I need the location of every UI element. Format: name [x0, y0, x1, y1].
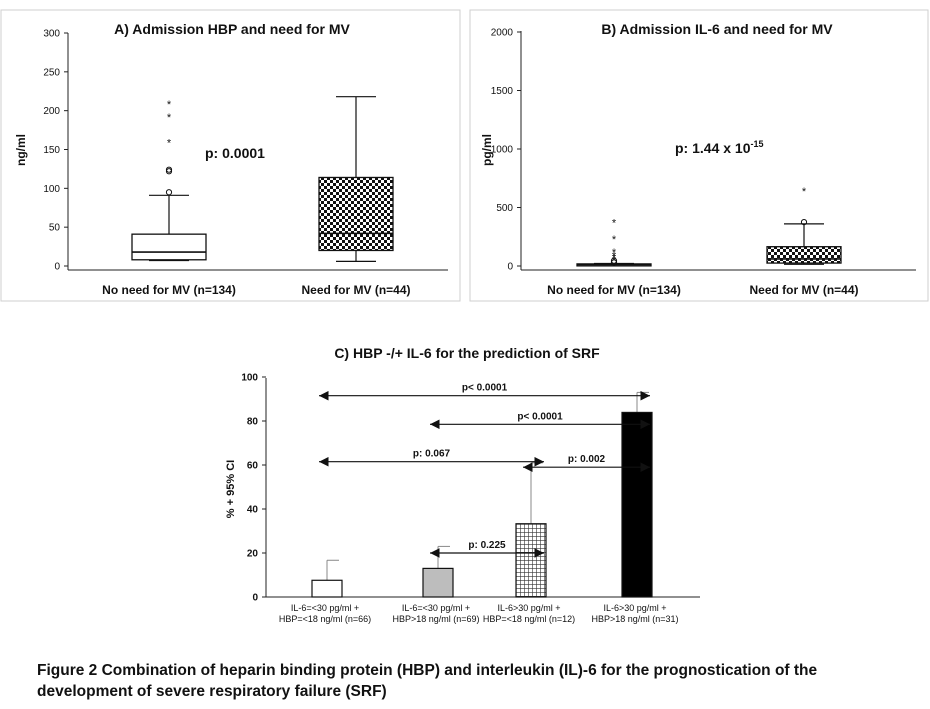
- bar-group-1: [311, 559, 343, 598]
- outlier-extreme: *: [167, 112, 172, 124]
- y-tick-label: 80: [247, 417, 259, 428]
- comparison: p< 0.0001: [430, 411, 650, 430]
- box-iqr: [131, 233, 207, 261]
- box-1: ******: [576, 218, 652, 267]
- y-tick-label: 1500: [491, 86, 514, 97]
- panel-a-chart: A) Admission HBP and need for MV ng/ml p…: [14, 21, 448, 297]
- panel-b-chart: B) Admission IL-6 and need for MV pg/ml …: [480, 21, 916, 297]
- box-2: *: [766, 186, 842, 265]
- y-tick-label: 40: [247, 505, 259, 516]
- y-tick-label: 60: [247, 461, 259, 472]
- y-tick-label: 150: [43, 145, 60, 156]
- comparison-p-value: p< 0.0001: [517, 411, 563, 422]
- bar-group-4: [621, 391, 653, 598]
- panel-b-title: B) Admission IL-6 and need for MV: [601, 21, 833, 37]
- bar: [621, 411, 653, 598]
- outlier-point: [165, 189, 173, 196]
- outlier-extreme: *: [612, 247, 617, 259]
- y-tick-label: 2000: [491, 28, 514, 39]
- x-category-label: No need for MV (n=134): [547, 283, 681, 297]
- panel-c-chart: C) HBP -/+ IL-6 for the prediction of SR…: [225, 345, 700, 624]
- panel-b-y-label: pg/ml: [480, 134, 494, 166]
- comparison: p: 0.002: [523, 454, 650, 473]
- outlier-point: [165, 166, 173, 173]
- x-category-label: Need for MV (n=44): [749, 283, 858, 297]
- outlier-extreme: *: [167, 99, 172, 111]
- outlier-extreme: *: [612, 253, 617, 265]
- outlier-extreme: *: [802, 186, 807, 198]
- x-category-label: No need for MV (n=134): [102, 283, 236, 297]
- bar-group-2: [422, 545, 454, 598]
- y-tick-label: 50: [49, 223, 61, 234]
- panel-b-p-value-exponent: -15: [751, 139, 764, 149]
- comparison-p-value: p: 0.067: [413, 449, 451, 460]
- y-tick-label: 300: [43, 29, 60, 40]
- panel-c-title: C) HBP -/+ IL-6 for the prediction of SR…: [334, 345, 600, 361]
- y-tick-label: 0: [252, 593, 258, 604]
- comparison: p: 0.067: [319, 449, 544, 467]
- comparison: p: 0.225: [430, 540, 544, 558]
- outlier-extreme: *: [612, 250, 617, 262]
- y-tick-label: 100: [241, 373, 258, 384]
- y-tick-label: 1000: [491, 145, 514, 156]
- y-tick-label: 20: [247, 549, 259, 560]
- outlier-point: [610, 259, 618, 266]
- outlier-point: [610, 257, 618, 264]
- box-iqr: [318, 176, 394, 252]
- y-tick-label: 200: [43, 106, 60, 117]
- x-category-label: HBP>18 ng/ml (n=69): [392, 614, 479, 624]
- bar-group-3: [515, 462, 547, 598]
- x-category-label: IL-6=<30 pg/ml +: [402, 603, 470, 613]
- outlier-extreme: *: [612, 218, 617, 230]
- box-2: [318, 96, 394, 262]
- y-tick-label: 0: [54, 262, 60, 273]
- panel-b-frame: [469, 9, 929, 302]
- x-category-label: IL-6>30 pg/ml +: [603, 603, 666, 613]
- y-tick-label: 500: [496, 203, 513, 214]
- y-tick-label: 100: [43, 184, 60, 195]
- x-category-label: HBP=<18 ng/ml (n=66): [279, 614, 371, 624]
- panel-c-y-label: % + 95% CI: [225, 460, 237, 518]
- comparison-p-value: p< 0.0001: [462, 383, 508, 394]
- panel-a-p-value: p: 0.0001: [205, 145, 265, 161]
- comparison-p-value: p: 0.002: [568, 454, 606, 465]
- panel-a-frame: [0, 9, 461, 302]
- box-1: ***: [131, 99, 207, 262]
- y-tick-label: 250: [43, 67, 60, 78]
- comparison: p< 0.0001: [319, 383, 650, 401]
- panel-b-p-value-base: p: 1.44 x 10: [675, 140, 751, 156]
- panel-b-p-value: p: 1.44 x 10-15: [675, 139, 764, 156]
- y-tick-label: 0: [507, 262, 513, 273]
- box-iqr: [766, 246, 842, 264]
- outlier-extreme: *: [612, 234, 617, 246]
- x-category-label: IL-6=<30 pg/ml +: [291, 603, 359, 613]
- x-category-label: Need for MV (n=44): [301, 283, 410, 297]
- bar: [515, 523, 547, 598]
- outlier-extreme: *: [612, 255, 617, 267]
- bar: [311, 579, 343, 598]
- bar: [422, 567, 454, 598]
- x-category-label: IL-6>30 pg/ml +: [497, 603, 560, 613]
- outlier-point: [800, 219, 808, 226]
- x-category-label: HBP=<18 ng/ml (n=12): [483, 614, 575, 624]
- panel-a-y-label: ng/ml: [14, 134, 28, 166]
- comparison-p-value: p: 0.225: [468, 540, 506, 551]
- outlier-extreme: *: [167, 138, 172, 150]
- x-category-label: HBP>18 ng/ml (n=31): [591, 614, 678, 624]
- panel-a-title: A) Admission HBP and need for MV: [114, 21, 350, 37]
- figure-caption: Figure 2 Combination of heparin binding …: [37, 662, 818, 700]
